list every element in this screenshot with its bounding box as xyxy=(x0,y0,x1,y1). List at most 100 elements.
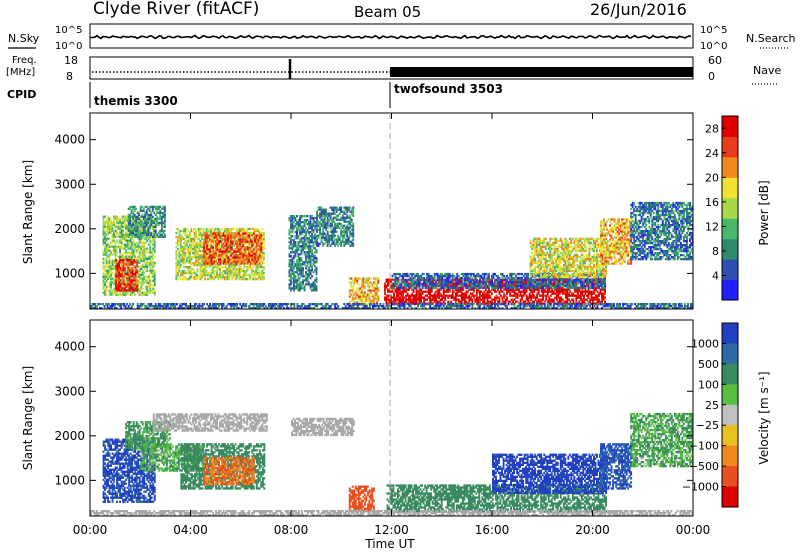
scatter-cell xyxy=(243,272,246,275)
scatter-cell xyxy=(512,294,514,297)
scatter-cell xyxy=(237,246,240,249)
scatter-cell xyxy=(150,259,153,262)
scatter-cell xyxy=(483,286,486,289)
scatter-cell xyxy=(230,254,233,257)
scatter-cell xyxy=(296,263,298,266)
scatter-cell xyxy=(119,293,121,296)
scatter-cell xyxy=(300,263,303,266)
scatter-cell xyxy=(368,299,371,302)
scatter-cell xyxy=(251,240,254,243)
scatter-cell xyxy=(255,238,258,241)
scatter-cell xyxy=(533,290,536,293)
scatter-cell xyxy=(123,275,126,278)
scatter-cell xyxy=(530,298,533,301)
scatter-cell xyxy=(235,270,238,273)
scatter-cell xyxy=(152,237,155,240)
scatter-cell xyxy=(187,248,190,251)
scatter-cell xyxy=(117,233,120,236)
scatter-cell xyxy=(501,296,504,299)
scatter-cell xyxy=(119,239,121,242)
scatter-cell xyxy=(224,236,227,239)
scatter-cell xyxy=(249,266,252,269)
scatter-cell xyxy=(415,290,418,293)
scatter-cell xyxy=(138,287,141,290)
scatter-cell xyxy=(363,299,366,302)
scatter-cell xyxy=(248,234,251,237)
scatter-cell xyxy=(179,237,182,241)
scatter-cell xyxy=(176,268,179,271)
scatter-cell xyxy=(160,235,163,238)
scatter-cell xyxy=(127,265,130,268)
scatter-cell xyxy=(107,255,109,258)
scatter-cell xyxy=(126,287,129,290)
scatter-cell xyxy=(320,212,323,215)
scatter-cell xyxy=(149,241,152,244)
scatter-cell xyxy=(432,278,435,281)
scatter-cell xyxy=(291,259,294,262)
scatter-cell xyxy=(238,231,241,235)
scatter-cell xyxy=(239,244,242,247)
scatter-cell xyxy=(114,255,117,258)
scatter-cell xyxy=(248,236,251,239)
scatter-cell xyxy=(397,296,400,299)
scatter-cell xyxy=(210,234,213,237)
scatter-cell xyxy=(203,262,205,265)
scatter-cell xyxy=(320,238,323,241)
scatter-cell xyxy=(198,254,200,257)
scatter-cell xyxy=(563,290,566,293)
scatter-cell xyxy=(299,259,301,262)
scatter-cell xyxy=(152,263,155,266)
scatter-cell xyxy=(226,252,229,255)
scatter-cell xyxy=(291,281,294,284)
scatter-cell xyxy=(357,289,360,292)
scatter-cell xyxy=(199,233,202,237)
scatter-cell xyxy=(116,267,119,270)
scatter-cell xyxy=(415,294,418,297)
scatter-cell xyxy=(256,262,259,265)
scatter-cell xyxy=(391,278,394,281)
scatter-cell xyxy=(123,281,126,284)
scatter-cell xyxy=(125,257,128,260)
scatter-cell xyxy=(246,232,249,235)
scatter-cell xyxy=(323,208,326,211)
scatter-cell xyxy=(317,214,320,217)
scatter-cell xyxy=(193,270,196,273)
scatter-cell xyxy=(225,248,228,251)
scatter-cell xyxy=(231,237,234,241)
scatter-cell xyxy=(402,300,404,303)
scatter-cell xyxy=(207,234,210,237)
scatter-cell xyxy=(138,257,141,260)
scatter-cell xyxy=(136,289,139,292)
scatter-cell xyxy=(226,278,229,281)
scatter-cell xyxy=(357,287,360,290)
scatter-cell xyxy=(297,265,300,268)
scatter-cell xyxy=(114,225,117,228)
scatter-cell xyxy=(225,258,228,261)
scatter-cell xyxy=(242,238,245,241)
scatter-cell xyxy=(136,215,139,218)
scatter-cell xyxy=(207,278,209,281)
scatter-cell xyxy=(348,289,351,292)
scatter-cell xyxy=(204,238,207,241)
scatter-cell xyxy=(116,239,118,242)
scatter-cell xyxy=(213,250,216,253)
scatter-cell xyxy=(293,275,295,278)
scatter-cell xyxy=(104,267,106,270)
scatter-cell xyxy=(343,234,346,237)
scatter-cell xyxy=(338,206,341,209)
scatter-cell xyxy=(309,283,312,286)
scatter-cell xyxy=(551,298,554,301)
scatter-cell xyxy=(522,288,525,291)
scatter-cell xyxy=(217,235,220,239)
scatter-cell xyxy=(346,240,349,243)
scatter-cell xyxy=(122,215,125,218)
scatter-cell xyxy=(567,294,570,297)
scatter-cell xyxy=(209,262,211,265)
scatter-cell xyxy=(236,262,239,265)
scatter-cell xyxy=(130,269,133,272)
scatter-cell xyxy=(260,262,263,265)
scatter-cell xyxy=(303,245,306,248)
scatter-cell xyxy=(306,265,309,268)
scatter-cell xyxy=(291,247,294,250)
scatter-cell xyxy=(319,226,321,229)
